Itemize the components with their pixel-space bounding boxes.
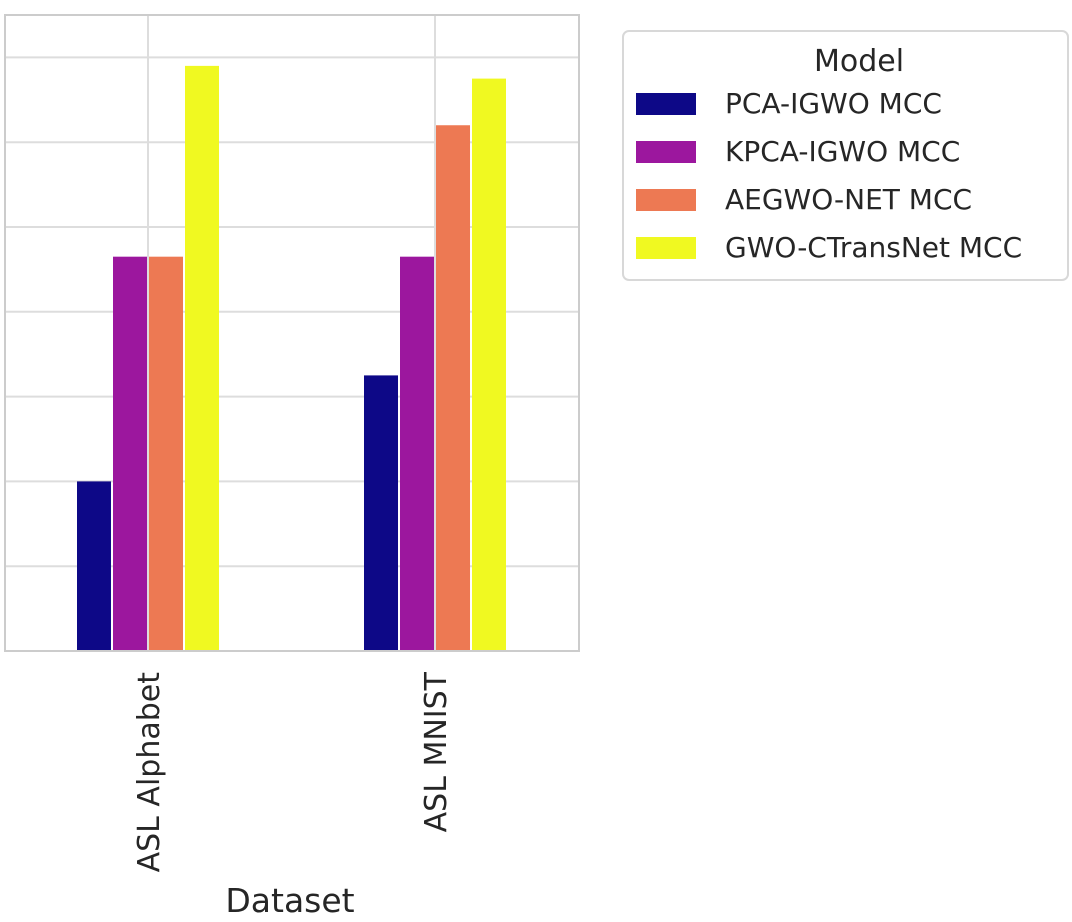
bar-gwo-ctransnet-mcc-1 [472,78,506,652]
legend-swatch [636,141,696,163]
bar-gwo-ctransnet-mcc-0 [185,65,219,651]
bars [77,65,506,652]
legend: Model PCA-IGWO MCC KPCA-IGWO MCC AEGWO-NET… [622,30,1069,281]
bar-aegwo-net-mcc-1 [436,125,470,652]
x-tick-label: ASL Alphabet [132,672,167,873]
legend-frame [622,30,1069,281]
bar-kpca-igwo-mcc-1 [400,256,434,651]
bar-pca-igwo-mcc-0 [77,481,111,651]
bar-pca-igwo-mcc-1 [364,375,398,651]
legend-label: GWO-CTransNet MCC [725,231,1022,264]
legend-title: Model [814,44,904,79]
plot-frame [4,14,580,652]
legend-swatch [636,189,696,211]
x-tick-labels: ASL Alphabet ASL MNIST [132,671,454,872]
bar-aegwo-net-mcc-0 [149,256,183,651]
legend-label: KPCA-IGWO MCC [725,135,960,168]
legend-label: AEGWO-NET MCC [725,183,972,216]
legend-swatch [636,93,696,115]
bar-kpca-igwo-mcc-0 [113,256,147,651]
x-tick-label: ASL MNIST [419,671,454,832]
legend-label: PCA-IGWO MCC [725,87,942,120]
x-axis-label: Dataset [225,881,354,920]
legend-swatch [636,237,696,259]
legend-items: PCA-IGWO MCC KPCA-IGWO MCC AEGWO-NET MCC GW… [636,87,1022,264]
